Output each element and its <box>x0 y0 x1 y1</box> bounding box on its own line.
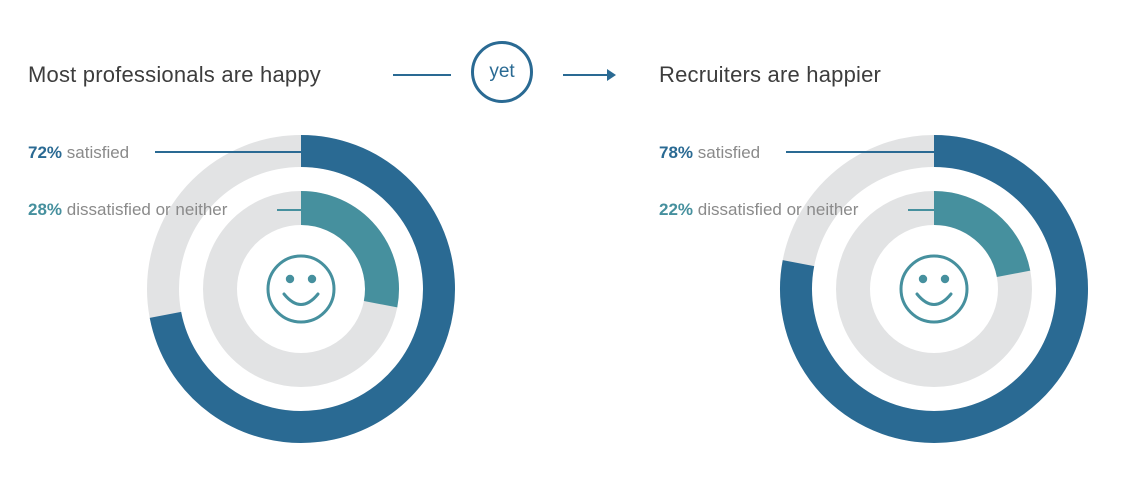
left-outer-ring-segment <box>149 135 455 443</box>
right-outer-ring-segment <box>780 135 1088 443</box>
yet-badge: yet <box>471 41 533 103</box>
right-inner-text: dissatisfied or neither <box>697 200 859 219</box>
left-outer-text: satisfied <box>66 143 130 162</box>
arrow-right-icon <box>563 74 611 76</box>
connector-line-left <box>393 74 451 76</box>
yet-label: yet <box>489 61 515 82</box>
right-inner-leader-line <box>908 209 934 211</box>
right-inner-ring-segment <box>933 191 1031 278</box>
right-outer-text: satisfied <box>697 143 761 162</box>
right-inner-percent: 22% <box>659 200 694 219</box>
left-inner-text: dissatisfied or neither <box>66 200 228 219</box>
right-outer-label: 78% satisfied <box>659 143 760 163</box>
arrow-head <box>607 69 616 81</box>
smiley-face-icon <box>899 254 969 324</box>
right-outer-percent: 78% <box>659 143 694 162</box>
left-outer-label: 72% satisfied <box>28 143 129 163</box>
left-inner-percent: 28% <box>28 200 63 219</box>
left-outer-leader-line <box>155 151 301 153</box>
right-inner-label: 22% dissatisfied or neither <box>659 200 858 220</box>
left-chart-title: Most professionals are happy <box>28 62 321 87</box>
left-inner-ring-segment <box>300 191 399 308</box>
left-inner-label: 28% dissatisfied or neither <box>28 200 227 220</box>
right-outer-leader-line <box>786 151 934 153</box>
smiley-face-icon <box>266 254 336 324</box>
left-outer-percent: 72% <box>28 143 63 162</box>
left-inner-leader-line <box>277 209 301 211</box>
right-chart-title: Recruiters are happier <box>659 62 882 87</box>
